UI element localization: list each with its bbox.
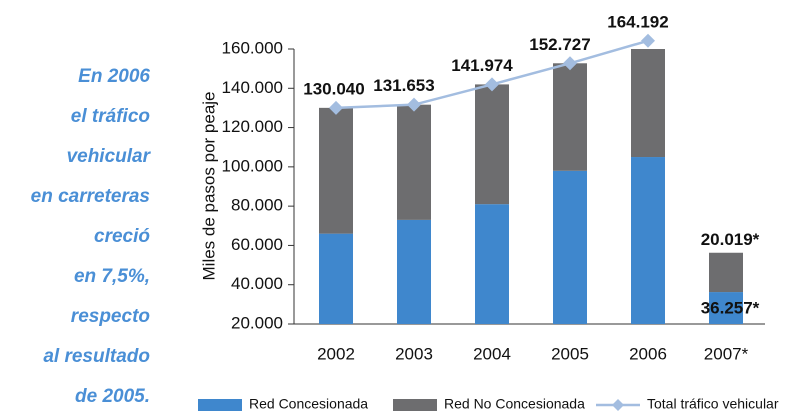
bar [709,252,743,293]
x-tick-label: 2003 [395,344,433,363]
legend-label: Red No Concesionada [444,396,585,412]
bar [475,204,509,324]
annotation-line: vehicular [67,146,152,167]
legend-swatch [393,399,437,411]
bar [397,219,431,324]
legend-label: Red Concesionada [249,396,368,412]
bar [475,84,509,205]
bar [319,107,353,234]
annotation-line: respecto [71,306,150,327]
legend-label: Total tráfico vehicular [647,396,779,412]
annotation-line: el tráfico [71,106,150,127]
x-tick-label: 2004 [473,344,511,363]
y-tick-label: 140.000 [222,78,283,97]
y-axis-label: Miles de pasos por peaje [199,91,218,280]
bar [631,49,665,158]
bar-value-label: 36.257* [701,299,760,318]
x-tick-label: 2002 [317,344,355,363]
line-value-label: 130.040 [303,79,364,98]
bar [553,63,587,171]
line-value-label: 131.653 [373,76,434,95]
y-tick-label: 40.000 [231,274,283,293]
bar [319,233,353,324]
line-marker [407,97,421,112]
annotation-line: al resultado [43,346,150,367]
y-tick-label: 120.000 [222,117,283,136]
line-value-label: 152.727 [529,35,590,54]
bar [553,170,587,324]
x-tick-label: 2007* [704,344,749,363]
legend-swatch [198,399,242,411]
y-tick-label: 20.000 [231,313,283,332]
legend-marker [612,399,624,411]
bar-value-label: 20.019* [701,230,760,249]
annotation-line: en 7,5%, [74,266,150,287]
annotation-line: creció [94,226,150,247]
line-marker [329,100,343,115]
y-tick-label: 80.000 [231,196,283,215]
line-marker [485,77,499,92]
annotation-line: de 2005. [75,386,150,407]
line-marker [641,33,655,48]
bar [397,104,431,220]
y-tick-label: 60.000 [231,235,283,254]
annotation-line: en carreteras [31,186,150,207]
line-value-label: 164.192 [607,12,668,31]
line-value-label: 141.974 [451,56,513,75]
bar [631,157,665,324]
bar [709,292,743,324]
y-tick-label: 100.000 [222,156,283,175]
line-marker [563,56,577,71]
y-tick-label: 160.000 [222,38,283,57]
annotation-line: En 2006 [78,66,150,87]
x-tick-label: 2006 [629,344,667,363]
x-tick-label: 2005 [551,344,589,363]
